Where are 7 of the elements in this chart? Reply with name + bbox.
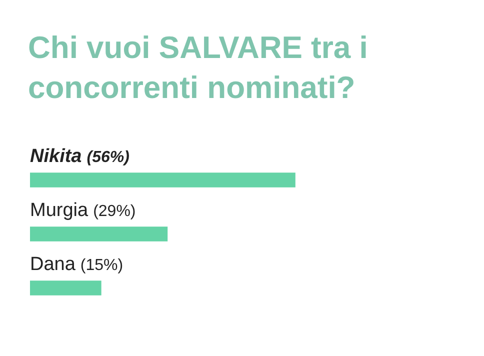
data-label: (29%) [93, 203, 136, 220]
y-tick-label: Dana [30, 254, 76, 275]
y-tick-label: Murgia [30, 200, 89, 221]
data-label: (15%) [80, 257, 124, 274]
data-label: (56%) [86, 149, 130, 166]
chart-title: Chi vuoi SALVARE tra i concorrenti nominati? [28, 29, 369, 107]
y-tick-label: Nikita [30, 146, 82, 167]
